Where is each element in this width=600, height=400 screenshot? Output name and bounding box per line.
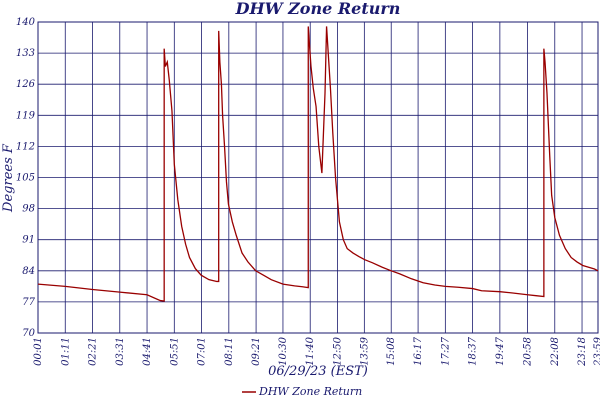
x-tick-label: 05:51 (169, 337, 180, 366)
x-tick-label: 16:17 (413, 336, 424, 365)
x-tick-label: 17:27 (440, 336, 451, 365)
x-tick-label: 02:21 (88, 337, 99, 366)
grid-lines (38, 21, 598, 334)
x-axis-label: 06/29/23 (EST) (268, 364, 368, 379)
x-tick-label: 08:11 (224, 337, 235, 366)
y-tick-label: 84 (22, 266, 35, 277)
x-tick-label: 10:30 (278, 336, 289, 365)
y-tick-label: 140 (16, 17, 36, 28)
y-axis-ticks: 70 77 84 91 98 105 112 119 126 133 140 (16, 17, 36, 339)
x-axis-ticks: 00:01 01:11 02:21 03:31 04:41 05:51 07:01 08:11… (33, 336, 600, 366)
y-tick-label: 119 (16, 110, 36, 121)
chart-title: DHW Zone Return (235, 0, 401, 18)
x-tick-label: 11:40 (305, 336, 316, 365)
y-tick-label: 77 (22, 297, 35, 308)
y-tick-label: 105 (16, 173, 35, 184)
x-tick-label: 09:21 (251, 337, 262, 366)
y-tick-label: 112 (16, 141, 35, 152)
legend: DHW Zone Return (242, 385, 362, 398)
y-tick-label: 70 (22, 328, 35, 339)
x-tick-label: 12:50 (332, 336, 343, 365)
y-tick-label: 133 (16, 48, 35, 59)
x-tick-label: 00:01 (33, 337, 44, 366)
x-tick-label: 22:08 (550, 337, 561, 367)
series-line-dhw-zone-return (37, 26, 599, 302)
plot-frame (37, 21, 599, 334)
x-tick-label: 13:59 (359, 336, 370, 365)
x-tick-label: 19:47 (495, 336, 506, 365)
x-tick-label: 23:18 (577, 337, 588, 367)
x-tick-label: 04:41 (142, 337, 153, 366)
x-tick-label: 15:08 (386, 337, 397, 366)
y-axis-label: Degrees F (1, 143, 16, 213)
x-tick-label: 23:59 (593, 336, 600, 366)
x-tick-label: 18:37 (468, 336, 479, 365)
y-tick-label: 91 (22, 235, 35, 246)
y-tick-label: 126 (16, 79, 36, 90)
x-tick-label: 01:11 (60, 337, 71, 366)
x-tick-label: 03:31 (115, 337, 126, 366)
x-tick-label: 07:01 (197, 337, 208, 366)
y-tick-label: 98 (22, 204, 35, 215)
legend-label: DHW Zone Return (258, 385, 362, 398)
x-tick-label: 20:58 (523, 337, 534, 367)
